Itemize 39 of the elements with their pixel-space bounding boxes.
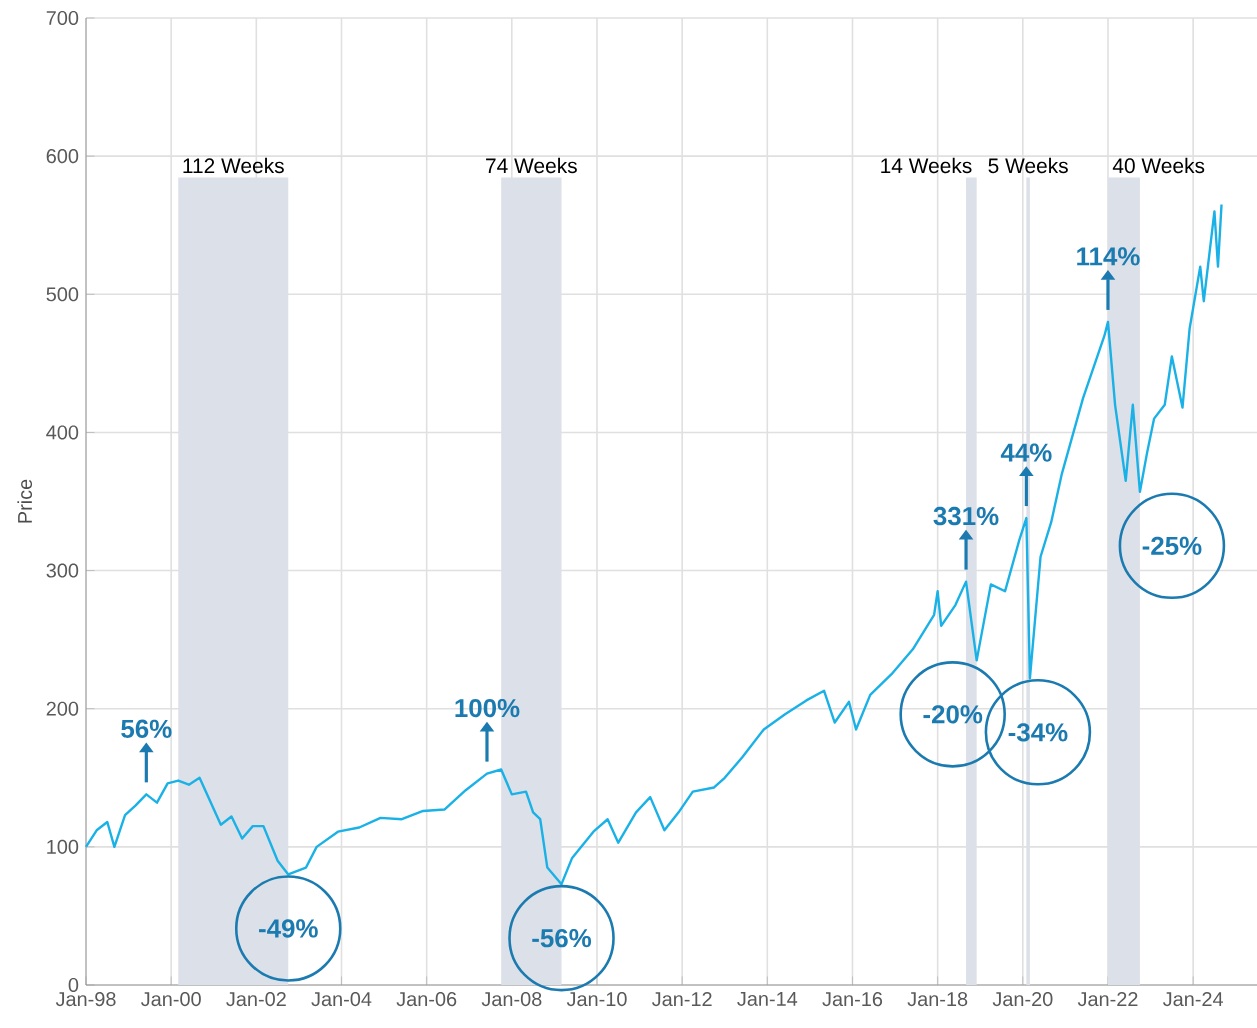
y-axis-title: Price xyxy=(17,479,33,523)
x-tick-label: Jan-98 xyxy=(55,992,116,1007)
band-label: 5 Weeks xyxy=(988,157,1068,174)
line-series xyxy=(84,203,1223,886)
annotation: -34% xyxy=(1008,723,1068,742)
x-tick-label: Jan-16 xyxy=(822,992,883,1007)
x-tick-label: Jan-12 xyxy=(652,992,712,1007)
x-tick-label: Jan-22 xyxy=(1077,992,1138,1007)
x-tick-label: Jan-24 xyxy=(1162,992,1224,1007)
band-label: 112 Weeks xyxy=(183,157,284,174)
annotation: 100% xyxy=(455,698,520,718)
x-tick-label: Jan-14 xyxy=(737,992,798,1006)
y-tick-label: 400 xyxy=(46,425,79,440)
annotation: 331% xyxy=(933,506,999,526)
x-tick-label: Jan-18 xyxy=(907,992,968,1007)
y-tick-label: 300 xyxy=(46,563,79,578)
x-tick-label: Jan-10 xyxy=(566,992,627,1007)
annotation: 56% xyxy=(121,719,172,738)
x-tick-label: Jan-04 xyxy=(311,992,372,1007)
band-label: 74 Weeks xyxy=(486,157,577,174)
y-tick-label: 100 xyxy=(47,839,79,854)
annotation: -20% xyxy=(923,705,983,724)
x-tick-label: Jan-20 xyxy=(992,992,1053,1007)
y-tick-label: 200 xyxy=(46,701,79,716)
annotation: 114% xyxy=(1077,247,1140,266)
x-tick-label: Jan-08 xyxy=(481,992,542,1007)
band-label: 14 Weeks xyxy=(881,157,972,174)
annotation: -56% xyxy=(532,928,592,948)
annotation: -25% xyxy=(1142,536,1202,555)
annotation: -49% xyxy=(259,919,318,938)
x-tick-label: Jan-02 xyxy=(226,992,286,1007)
band-label: 40 Weeks xyxy=(1112,157,1205,174)
y-tick-label: 700 xyxy=(46,10,79,26)
y-tick-label: 500 xyxy=(46,287,79,302)
x-tick-label: Jan-06 xyxy=(396,992,457,1007)
x-tick-label: Jan-00 xyxy=(141,992,201,1007)
y-tick-label: 0 xyxy=(68,977,79,993)
annotation: 44% xyxy=(1000,443,1052,462)
y-tick-label: 600 xyxy=(46,149,79,164)
